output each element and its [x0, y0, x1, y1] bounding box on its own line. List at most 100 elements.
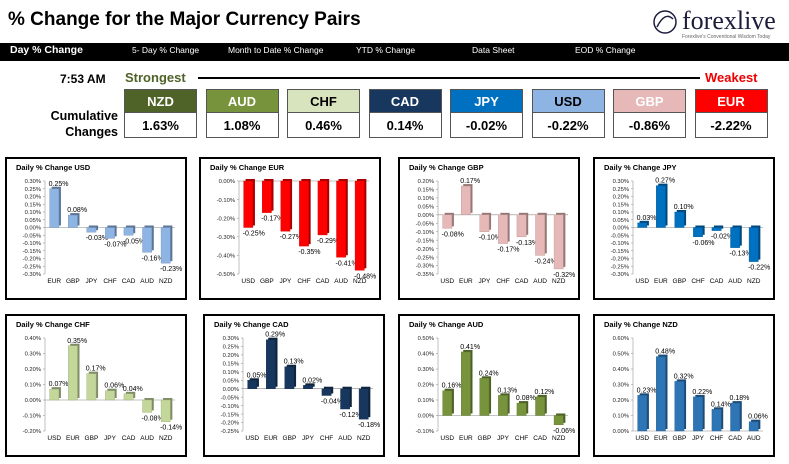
chart-gbp: 0.20% 0.15% 0.10% 0.05% 0.00% -0.05% -0.10% -0.… — [416, 178, 576, 285]
chart-title: Daily % Change USD — [16, 163, 91, 172]
data-label: 0.41% — [460, 344, 480, 351]
bar — [303, 385, 313, 389]
weakest-label: Weakest — [705, 70, 758, 85]
y-tick-label: -0.20% — [23, 429, 41, 435]
y-tick-label: 0.00% — [25, 398, 41, 404]
bar — [637, 222, 648, 228]
x-tick-label: JPY — [478, 278, 491, 285]
bar — [479, 378, 490, 416]
chart-usd: 0.30%0.25%0.20%0.15%0.10%0.05%0.00%-0.05… — [23, 179, 183, 285]
bar — [461, 185, 471, 216]
currency-code: NZD — [124, 89, 197, 113]
x-tick-label: EUR — [66, 435, 80, 442]
data-label: -0.27% — [280, 234, 302, 241]
currency-cumulative-value: -2.22% — [694, 113, 768, 138]
y-tick-label: 0.30% — [25, 352, 41, 358]
y-tick-label: 0.40% — [418, 352, 434, 358]
y-tick-label: 0.20% — [613, 398, 629, 404]
y-tick-label: -0.30% — [23, 272, 41, 278]
x-tick-label: EUR — [654, 278, 668, 285]
bar — [656, 356, 666, 432]
data-label: 0.07% — [49, 381, 69, 388]
tab-day-change[interactable]: Day % Change — [10, 44, 83, 56]
currency-code: JPY — [450, 89, 523, 113]
data-label: 0.35% — [67, 338, 87, 345]
y-tick-label: 0.10% — [613, 414, 629, 420]
y-tick-label: -0.25% — [23, 264, 41, 270]
chart-title: Daily % Change NZD — [604, 320, 678, 329]
bar — [86, 373, 97, 401]
y-tick-label: -0.50% — [217, 272, 235, 278]
x-tick-label: AUD — [140, 435, 154, 442]
tab-data-sheet[interactable]: Data Sheet — [472, 45, 515, 55]
x-tick-label: JPY — [279, 278, 292, 285]
data-label: 0.12% — [535, 389, 555, 396]
bar — [498, 395, 508, 416]
y-tick-label: -0.10% — [416, 230, 434, 236]
data-label: -0.24% — [535, 258, 557, 265]
currency-code: CAD — [368, 89, 442, 113]
y-tick-label: 0.10% — [25, 210, 41, 216]
y-tick-label: 0.00% — [613, 429, 629, 435]
bar — [674, 381, 685, 432]
chart-title: Daily % Change AUD — [409, 320, 484, 329]
bar — [516, 214, 527, 237]
x-tick-label: JPY — [497, 435, 510, 442]
bar — [266, 339, 276, 389]
y-tick-label: 0.25% — [25, 187, 41, 193]
x-tick-label: NZD — [159, 278, 173, 285]
bar — [49, 188, 60, 228]
cumulative-changes-label: Cumulative Changes — [50, 109, 118, 139]
chart-panel-aud: Daily % Change AUD 0.50% 0.40% 0.30% 0.20% 0… — [398, 314, 580, 457]
y-tick-label: -0.20% — [23, 257, 41, 263]
bar — [340, 388, 350, 410]
data-label: -0.17% — [497, 247, 519, 254]
data-label: 0.29% — [265, 332, 285, 339]
y-tick-label: -0.15% — [23, 249, 41, 255]
y-tick-label: -0.20% — [611, 257, 629, 263]
y-tick-label: 0.10% — [418, 196, 434, 202]
data-label: -0.32% — [553, 272, 575, 279]
data-label: 0.24% — [479, 370, 499, 377]
x-tick-label: NZD — [552, 278, 566, 285]
data-label: 0.17% — [460, 178, 480, 185]
y-tick-label: -0.10% — [221, 404, 239, 410]
bar — [142, 227, 152, 253]
bar — [86, 227, 97, 233]
tab-eod-change[interactable]: EOD % Change — [575, 45, 636, 55]
x-tick-label: CAD — [515, 278, 529, 285]
data-label: 0.04% — [123, 386, 143, 393]
x-tick-label: CAD — [122, 278, 136, 285]
data-label: 0.13% — [497, 387, 517, 394]
tab-ytd-change[interactable]: YTD % Change — [356, 45, 416, 55]
currency-box-eur: EUR -2.22% — [694, 89, 768, 138]
chart-panel-gbp: Daily % Change GBP 0.20% 0.15% 0.10% 0.05% 0… — [398, 157, 580, 300]
bar — [280, 180, 291, 232]
data-label: -0.06% — [553, 428, 575, 435]
bar — [123, 227, 134, 236]
y-tick-label: -0.30% — [217, 235, 235, 241]
chart-eur: 0.00% -0.10% -0.20% -0.30% -0.40% -0.50% -0.25… — [217, 179, 376, 285]
x-tick-label: CAD — [728, 435, 742, 442]
data-label: 0.23% — [637, 387, 657, 394]
bar — [693, 396, 703, 432]
y-tick-label: -0.25% — [221, 429, 239, 435]
y-tick-label: -0.15% — [416, 238, 434, 244]
data-label: 0.16% — [442, 383, 462, 390]
y-tick-label: -0.05% — [23, 233, 41, 239]
bar — [321, 388, 332, 396]
timestamp: 7:53 AM — [60, 72, 106, 86]
bar — [336, 180, 346, 258]
y-tick-label: 0.05% — [223, 378, 239, 384]
bar — [105, 227, 115, 239]
tab-5-day-change[interactable]: 5- Day % Change — [132, 45, 200, 55]
chart-title: Daily % Change CAD — [214, 320, 289, 329]
y-tick-label: 0.10% — [418, 398, 434, 404]
tab-month-to-date[interactable]: Month to Date % Change — [228, 45, 324, 55]
chart-title: Daily % Change CHF — [16, 320, 90, 329]
x-tick-label: CAD — [316, 278, 330, 285]
data-label: -0.18% — [358, 422, 380, 429]
y-tick-label: 0.50% — [613, 352, 629, 358]
data-label: 0.02% — [302, 377, 322, 384]
x-tick-label: NZD — [159, 435, 173, 442]
